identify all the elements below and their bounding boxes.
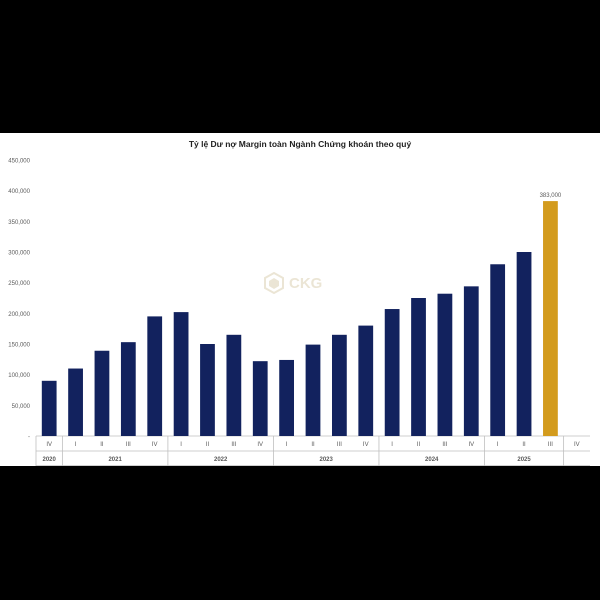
x-tick-label: IV <box>257 442 263 448</box>
bar <box>279 359 295 436</box>
bar <box>543 201 558 436</box>
bar <box>41 380 57 436</box>
year-label: 2024 <box>425 457 439 463</box>
bar-chart: - 50,000 100,000 150,000 200,000 250,000 300,0… <box>8 159 590 466</box>
x-tick-label: II <box>100 442 104 448</box>
x-tick-label: III <box>337 442 342 448</box>
y-tick-label: 100,000 <box>8 373 30 379</box>
x-tick-label: I <box>391 442 393 448</box>
bar <box>490 264 506 436</box>
bar <box>331 334 347 436</box>
year-label: 2021 <box>108 457 122 463</box>
year-label: 2022 <box>214 457 228 463</box>
year-label: 2023 <box>320 457 334 463</box>
bar <box>200 344 215 436</box>
x-tick-label: II <box>417 442 421 448</box>
x-tick-label: I <box>75 442 77 448</box>
x-tick-label: III <box>126 442 131 448</box>
watermark-text: CKG <box>289 274 323 292</box>
bar <box>305 344 321 436</box>
bar <box>94 350 110 436</box>
x-tick-label: I <box>180 442 182 448</box>
y-tick-label: 400,000 <box>8 189 30 195</box>
bar <box>68 368 83 436</box>
ckg-logo-icon <box>264 272 284 294</box>
bar <box>516 252 532 436</box>
x-tick-label: III <box>548 442 553 448</box>
bar <box>120 342 136 436</box>
bar <box>252 361 268 436</box>
bar <box>437 293 453 436</box>
chart-title: Tỷ lệ Dư nợ Margin toàn Ngành Chứng khoá… <box>188 139 412 149</box>
x-tick-label: IV <box>46 442 52 448</box>
x-tick-label: II <box>311 442 315 448</box>
data-label: 383,000 <box>540 193 562 199</box>
x-tick-label: III <box>442 442 447 448</box>
year-label: 2020 <box>43 457 57 463</box>
y-tick-label: 50,000 <box>12 404 31 410</box>
y-tick-label: 350,000 <box>8 220 30 226</box>
bar <box>358 325 374 436</box>
bar <box>384 309 400 436</box>
chart-panel: Tỷ lệ Dư nợ Margin toàn Ngành Chứng khoá… <box>0 133 600 466</box>
x-tick-label: II <box>206 442 210 448</box>
x-tick-label: IV <box>152 442 158 448</box>
bar <box>147 316 163 436</box>
bar <box>173 312 189 436</box>
bar <box>411 298 426 436</box>
y-tick-label: 300,000 <box>8 251 30 257</box>
y-tick-label: 250,000 <box>8 281 30 287</box>
year-label: 2025 <box>517 457 531 463</box>
y-tick-label: 200,000 <box>8 312 30 318</box>
bar <box>226 334 242 436</box>
x-tick-label: I <box>497 442 499 448</box>
x-tick-label: IV <box>363 442 369 448</box>
x-tick-label: IV <box>574 442 580 448</box>
bar <box>463 286 479 436</box>
y-tick-label: 450,000 <box>8 159 30 165</box>
y-tick-label: 150,000 <box>8 343 30 349</box>
watermark: CKG <box>263 272 322 294</box>
x-tick-label: II <box>522 442 526 448</box>
x-tick-label: IV <box>468 442 474 448</box>
x-tick-label: III <box>231 442 236 448</box>
x-tick-label: I <box>286 442 288 448</box>
y-tick-label: - <box>28 435 30 441</box>
